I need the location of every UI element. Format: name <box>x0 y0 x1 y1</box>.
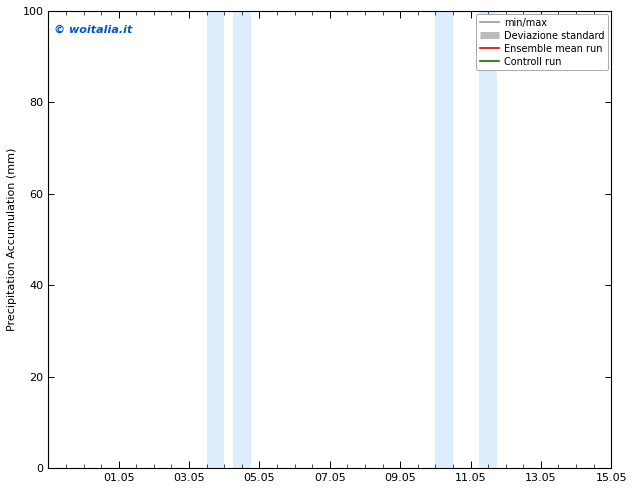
Bar <box>233 11 250 468</box>
Y-axis label: Precipitation Accumulation (mm): Precipitation Accumulation (mm) <box>7 148 17 331</box>
Bar <box>436 11 453 468</box>
Bar <box>207 11 224 468</box>
Legend: min/max, Deviazione standard, Ensemble mean run, Controll run: min/max, Deviazione standard, Ensemble m… <box>476 14 609 71</box>
Bar <box>479 11 497 468</box>
Text: © woitalia.it: © woitalia.it <box>54 24 133 35</box>
